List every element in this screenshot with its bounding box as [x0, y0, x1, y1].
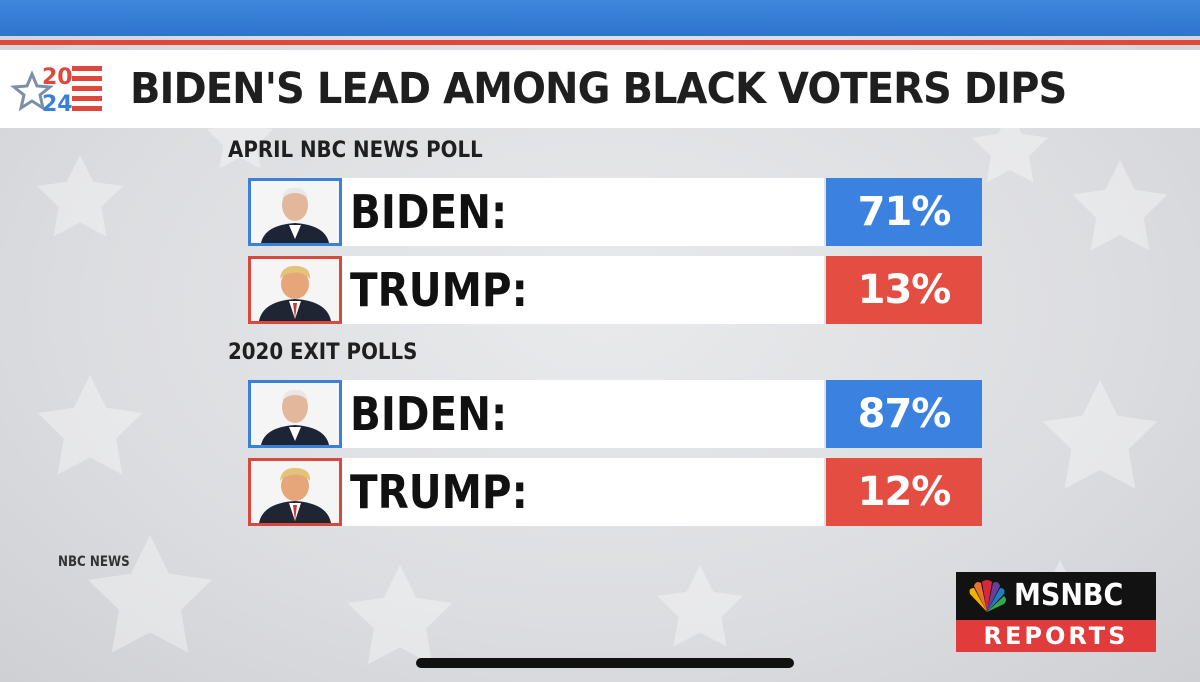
candidate-name: TRUMP: [350, 465, 528, 519]
section-label-exit-polls: 2020 EXIT POLLS [228, 340, 418, 365]
percent-value: 12% [857, 469, 952, 515]
biden-portrait-icon [248, 178, 342, 246]
top-red-stripe [0, 40, 1200, 45]
trump-portrait-icon [248, 458, 342, 526]
home-indicator[interactable] [416, 658, 794, 668]
poll-row-biden-2020: BIDEN: 87% [248, 380, 982, 448]
peacock-icon [969, 580, 1006, 612]
biden-portrait-icon [248, 380, 342, 448]
logo-year-top: 20 [42, 65, 73, 90]
poll-row-biden-april: BIDEN: 71% [248, 178, 982, 246]
section-label-april-poll: APRIL NBC NEWS POLL [228, 138, 483, 163]
election-2024-logo: 20 24 [10, 65, 102, 117]
candidate-name: BIDEN: [350, 185, 508, 239]
name-bar [342, 256, 824, 324]
percent-box [826, 380, 982, 448]
poll-row-trump-2020: TRUMP: 12% [248, 458, 982, 526]
poll-row-trump-april: TRUMP: 13% [248, 256, 982, 324]
name-bar [342, 178, 824, 246]
msnbc-reports-logo: MSNBC REPORTS [956, 572, 1156, 652]
percent-box [826, 256, 982, 324]
title-band: 20 24 BIDEN'S LEAD AMONG BLACK VOTERS DI… [0, 50, 1200, 128]
percent-value: 13% [857, 267, 952, 313]
percent-box [826, 458, 982, 526]
trump-portrait-icon [248, 256, 342, 324]
candidate-name: TRUMP: [350, 263, 528, 317]
percent-value: 87% [857, 391, 952, 437]
name-bar [342, 380, 824, 448]
network-brand: MSNBC [1014, 578, 1124, 613]
percent-box [826, 178, 982, 246]
percent-value: 71% [857, 189, 952, 235]
logo-year-bottom: 24 [42, 92, 73, 117]
logo-bottom-band [956, 620, 1156, 652]
source-credit: NBC NEWS [58, 554, 130, 570]
name-bar [342, 458, 824, 526]
top-blue-bar [0, 0, 1200, 36]
page-title: BIDEN'S LEAD AMONG BLACK VOTERS DIPS [130, 64, 1067, 114]
program-name: REPORTS [983, 622, 1129, 650]
candidate-name: BIDEN: [350, 387, 508, 441]
